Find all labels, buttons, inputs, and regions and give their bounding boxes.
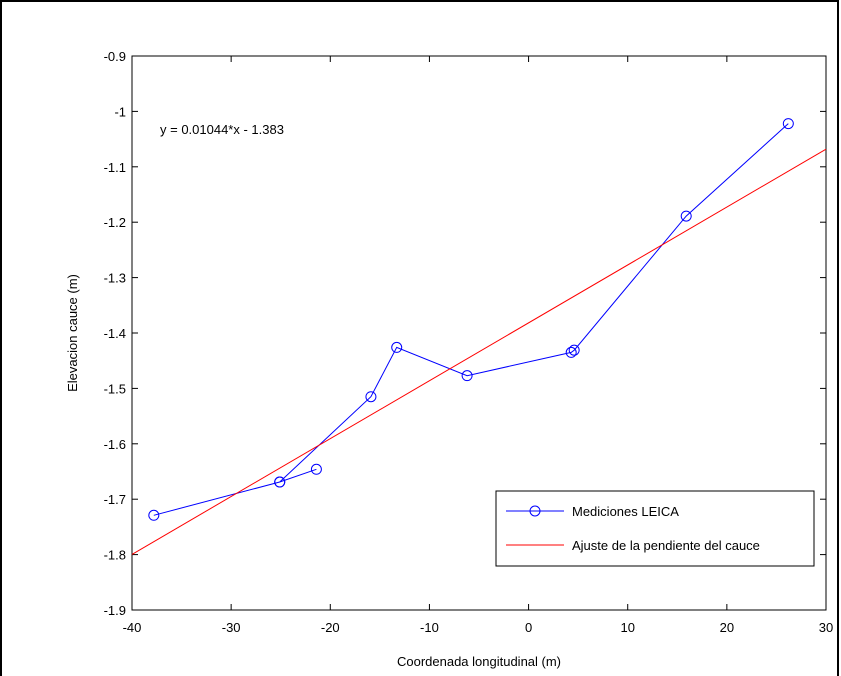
data-point-marker: [461, 370, 473, 382]
legend-box: [495, 490, 815, 567]
x-tick-label: -20: [321, 620, 340, 635]
x-tick-label: -40: [123, 620, 142, 635]
y-tick-label: -1.3: [104, 271, 126, 286]
data-point-marker: [568, 344, 580, 356]
fit-equation-annotation: y = 0.01044*x - 1.383: [160, 122, 284, 137]
x-tick-label: -10: [420, 620, 439, 635]
data-point-marker: [274, 476, 286, 488]
y-tick-label: -1.4: [104, 326, 126, 341]
x-tick-label: -30: [222, 620, 241, 635]
y-tick-label: -1.6: [104, 437, 126, 452]
legend-entry-label: Ajuste de la pendiente del cauce: [572, 538, 760, 553]
measurements-line: [153, 123, 789, 516]
x-tick-label: 0: [525, 620, 532, 635]
data-point-marker: [310, 463, 322, 475]
y-axis-label: Elevacion cauce (m): [65, 274, 80, 392]
y-tick-label: -1.7: [104, 492, 126, 507]
series-layer: [131, 118, 827, 555]
fit-line: [131, 148, 827, 555]
y-tick-label: -1: [114, 104, 126, 119]
x-axis: -40 -30 -20 -10 0 10 20 30: [123, 56, 833, 635]
x-axis-label: Coordenada longitudinal (m): [397, 654, 561, 669]
data-point-marker: [565, 346, 577, 358]
data-point-marker: [782, 118, 794, 130]
y-tick-label: -0.9: [104, 49, 126, 64]
data-point-marker: [148, 509, 160, 521]
data-point-marker: [680, 210, 692, 222]
legend: Mediciones LEICA Ajuste de la pendiente d…: [495, 490, 815, 567]
data-point-marker: [391, 341, 403, 353]
y-tick-label: -1.5: [104, 381, 126, 396]
x-tick-label: 10: [620, 620, 634, 635]
x-tick-label: 30: [819, 620, 833, 635]
y-tick-label: -1.8: [104, 548, 126, 563]
y-axis: -0.9 -1 -1.1 -1.2 -1.3 -1.4 -1.5 -1.6 -1.7 -1.8 -1…: [104, 49, 826, 618]
y-tick-label: -1.1: [104, 160, 126, 175]
legend-marker: [529, 505, 541, 517]
y-tick-label: -1.9: [104, 603, 126, 618]
x-tick-label: 20: [720, 620, 734, 635]
legend-entry-label: Mediciones LEICA: [572, 504, 679, 519]
data-point-marker: [365, 391, 377, 403]
y-tick-label: -1.2: [104, 215, 126, 230]
